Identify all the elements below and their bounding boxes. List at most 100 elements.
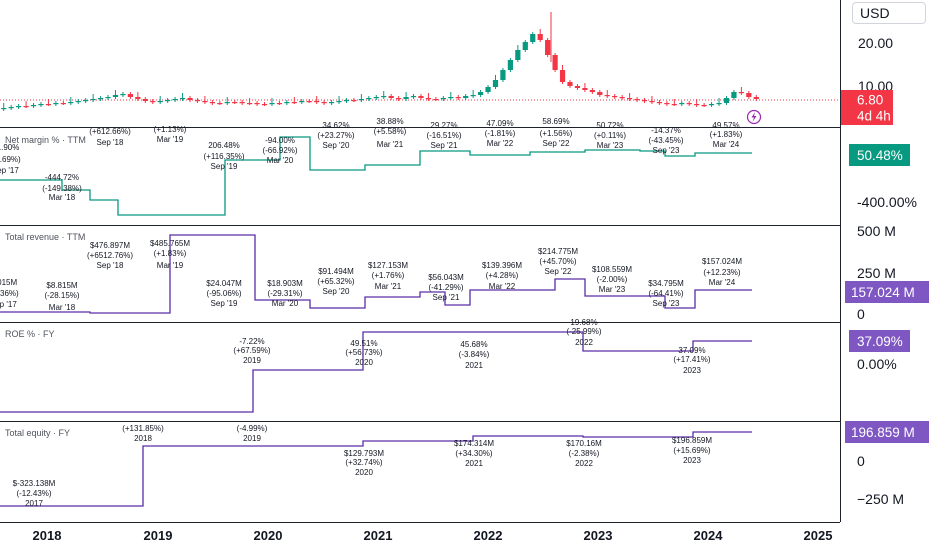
candle — [165, 98, 171, 103]
candle — [492, 75, 499, 89]
candlesticks[interactable] — [1, 12, 759, 111]
net-margin-period-label: Mar '24 — [713, 140, 740, 149]
time-axis-label: 2021 — [364, 528, 393, 543]
equity-axis-label: −250 M — [857, 491, 904, 507]
equity-period-label: 2017 — [25, 499, 43, 508]
revenue-period-label: Sep '19 — [211, 299, 238, 308]
revenue-period-label: Sep '23 — [653, 299, 680, 308]
time-axis[interactable]: 2018 2019 2020 2021 2022 2023 2024 2025 — [33, 528, 833, 543]
roe-period-label: 2021 — [465, 361, 483, 370]
candle — [597, 90, 603, 97]
revenue-annotations: .015M 5.36%) ep '17 $8.815M(-28.15%) Mar '18… — [0, 239, 742, 312]
revenue-value-label: $485.765M — [150, 239, 190, 248]
net-margin-badge: 50.48% — [849, 144, 910, 166]
candle — [463, 94, 469, 100]
revenue-change-label: (+1.83%) — [154, 249, 187, 258]
candle — [641, 98, 648, 103]
candle — [120, 92, 126, 97]
revenue-value-label: $127.153M — [368, 261, 408, 270]
candle — [470, 90, 476, 98]
revenue-value-label: $139.396M — [482, 261, 522, 270]
equity-period-label: 2021 — [465, 459, 483, 468]
net-margin-period-label: Mar '21 — [377, 140, 404, 149]
net-margin-period-label: Mar '22 — [487, 139, 514, 148]
net-margin-value-label: 206.48% — [208, 141, 240, 150]
revenue-change-label: (+1.76%) — [372, 271, 405, 280]
roe-badge: 37.09% — [849, 330, 910, 352]
pane-title-net-margin: Net margin % · TTM — [5, 135, 86, 145]
net-margin-line[interactable] — [0, 136, 752, 216]
candle — [403, 92, 409, 101]
candle — [500, 68, 506, 82]
revenue-period-label: Mar '24 — [709, 278, 736, 287]
net-margin-pane[interactable]: Net margin % · TTM 1.90% 3.69%) ep '17 -444… — [0, 117, 752, 216]
roe-change-label: (+56.73%) — [345, 348, 382, 357]
roe-line[interactable] — [0, 331, 752, 413]
roe-value-label: 19.68% — [570, 318, 597, 327]
equity-period-label: 2018 — [134, 434, 152, 443]
candle — [612, 94, 618, 99]
candle — [336, 96, 342, 104]
candle — [530, 32, 536, 44]
candle — [239, 100, 245, 105]
candle — [723, 96, 730, 105]
revenue-value-label: $56.043M — [428, 273, 464, 282]
net-margin-value-label: 49.57% — [712, 121, 739, 130]
candle — [582, 83, 588, 92]
roe-change-label: (-25.99%) — [566, 327, 601, 336]
candle — [83, 98, 89, 103]
equity-badge-value: 196.859 M — [851, 425, 915, 440]
roe-period-label: 2022 — [575, 338, 593, 347]
currency-selector[interactable]: USD — [852, 2, 926, 24]
net-margin-annotations: 1.90%3.69%)ep '17-444.72%(-149.38%)Mar '… — [0, 117, 743, 202]
revenue-axis-label: 250 M — [857, 265, 896, 281]
candle — [410, 94, 417, 99]
revenue-badge-value: 157.024 M — [851, 285, 915, 300]
pane-separators — [0, 0, 841, 523]
candle — [299, 99, 305, 104]
candle — [388, 94, 394, 100]
net-margin-period-label: Mar '18 — [49, 193, 76, 202]
revenue-value-label: $24.047M — [206, 279, 242, 288]
equity-value-label: $129.793M — [344, 449, 384, 458]
candle — [679, 101, 685, 106]
price-pane[interactable] — [0, 12, 840, 125]
revenue-period-label: Sep '22 — [545, 267, 572, 276]
roe-pane[interactable]: ROE % · FY -7.22%(+67.59%)2019 49.51%(+56… — [0, 318, 752, 413]
pane-title-equity: Total equity · FY — [5, 428, 70, 438]
revenue-value-label: $108.559M — [592, 265, 632, 274]
roe-value-label: 49.51% — [350, 339, 377, 348]
equity-line[interactable] — [0, 431, 752, 507]
roe-period-label: 2019 — [243, 356, 261, 365]
candle — [30, 103, 37, 108]
net-margin-change-label: (-66.92%) — [262, 146, 297, 155]
candle — [209, 100, 215, 105]
candle — [247, 98, 253, 105]
candle — [16, 104, 22, 109]
net-margin-change-label: (+1.13%) — [154, 125, 187, 134]
net-margin-period-label: Sep '22 — [543, 139, 570, 148]
revenue-period-label: Mar '23 — [599, 285, 626, 294]
revenue-line[interactable] — [0, 234, 752, 314]
equity-value-label: $170.16M — [566, 439, 602, 448]
candle — [269, 98, 275, 106]
revenue-pane[interactable]: Total revenue · TTM .015M 5.36%) ep '17 $8.… — [0, 232, 752, 314]
roe-value-label: 45.68% — [460, 340, 487, 349]
equity-pane[interactable]: Total equity · FY $-323.138M(-12.43%)201… — [0, 424, 752, 508]
revenue-period-label: ep '17 — [0, 300, 17, 309]
revenue-value-label: $18.903M — [267, 279, 303, 288]
candle — [604, 90, 610, 98]
candle — [23, 101, 29, 108]
revenue-change-label: (-28.15%) — [44, 291, 79, 300]
roe-change-label: (+17.41%) — [673, 355, 710, 364]
net-margin-value-label: 1.90% — [0, 143, 19, 152]
revenue-axis-label: 500 M — [857, 223, 896, 239]
candle — [440, 96, 446, 101]
equity-period-label: 2022 — [575, 459, 593, 468]
candle — [105, 95, 111, 100]
equity-period-label: 2023 — [683, 456, 701, 465]
candle — [381, 91, 387, 99]
candle — [507, 58, 513, 72]
candle — [8, 105, 14, 110]
